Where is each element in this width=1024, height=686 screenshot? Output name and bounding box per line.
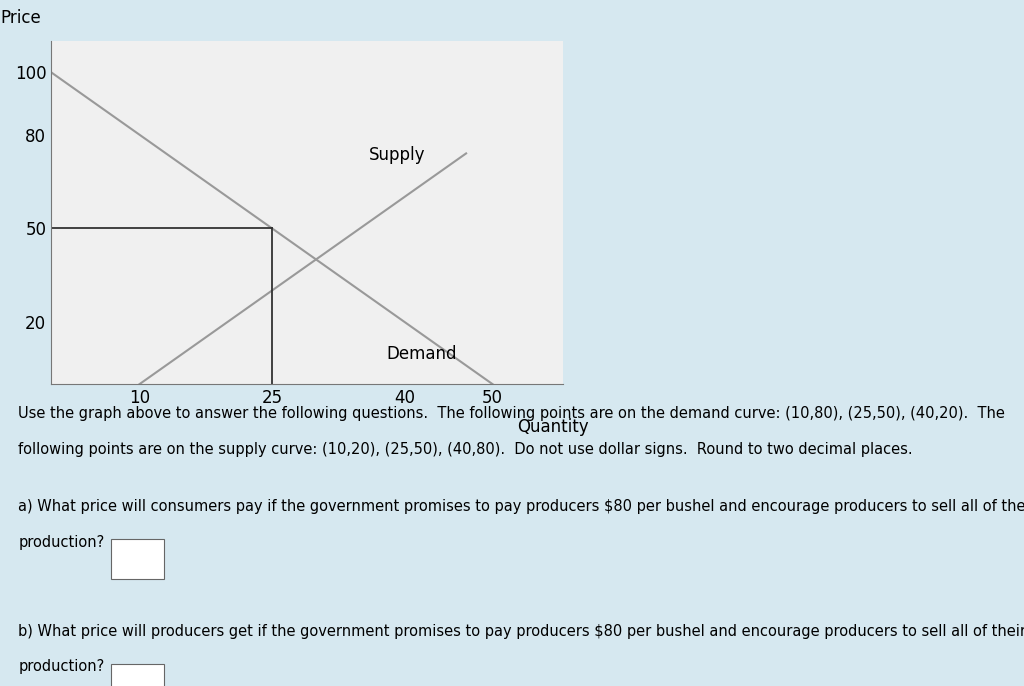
Text: Supply: Supply [369, 145, 426, 164]
Text: b) What price will producers get if the government promises to pay producers $80: b) What price will producers get if the … [18, 624, 1024, 639]
Text: production?: production? [18, 659, 104, 674]
Text: following points are on the supply curve: (10,20), (25,50), (40,80).  Do not use: following points are on the supply curve… [18, 442, 913, 457]
Text: Quantity: Quantity [517, 418, 589, 436]
Text: production?: production? [18, 534, 104, 549]
Text: Use the graph above to answer the following questions.  The following points are: Use the graph above to answer the follow… [18, 406, 1006, 421]
Text: Price: Price [0, 10, 41, 27]
Text: Demand: Demand [387, 345, 457, 363]
Text: a) What price will consumers pay if the government promises to pay producers $80: a) What price will consumers pay if the … [18, 499, 1024, 514]
